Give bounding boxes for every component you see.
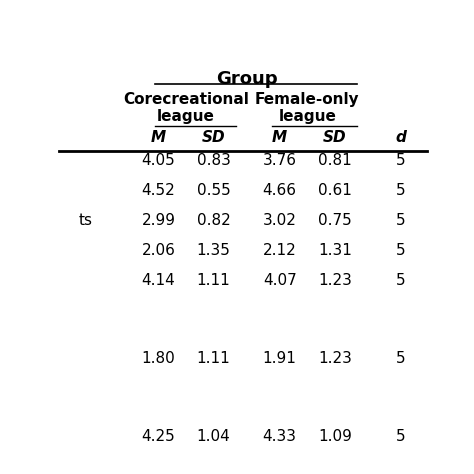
Text: Corecreational
league: Corecreational league <box>123 91 249 124</box>
Text: ts: ts <box>78 213 92 228</box>
Text: 4.33: 4.33 <box>263 429 297 444</box>
Text: SD: SD <box>202 130 225 145</box>
Text: Group: Group <box>216 70 277 88</box>
Text: 4.66: 4.66 <box>263 183 297 198</box>
Text: d: d <box>395 130 406 145</box>
Text: 3.76: 3.76 <box>263 154 297 168</box>
Text: 2.12: 2.12 <box>263 243 297 258</box>
Text: 5: 5 <box>396 273 406 288</box>
Text: 0.75: 0.75 <box>318 213 352 228</box>
Text: 1.11: 1.11 <box>197 351 230 366</box>
Text: 5: 5 <box>396 243 406 258</box>
Text: Female-only
league: Female-only league <box>255 91 359 124</box>
Text: M: M <box>151 130 166 145</box>
Text: 0.81: 0.81 <box>318 154 352 168</box>
Text: 1.91: 1.91 <box>263 351 297 366</box>
Text: 1.35: 1.35 <box>197 243 230 258</box>
Text: 4.05: 4.05 <box>142 154 175 168</box>
Text: 2.99: 2.99 <box>141 213 175 228</box>
Text: 0.61: 0.61 <box>318 183 352 198</box>
Text: 1.80: 1.80 <box>142 351 175 366</box>
Text: 0.83: 0.83 <box>197 154 230 168</box>
Text: 1.23: 1.23 <box>318 273 352 288</box>
Text: 4.25: 4.25 <box>142 429 175 444</box>
Text: 1.11: 1.11 <box>197 273 230 288</box>
Text: 1.09: 1.09 <box>318 429 352 444</box>
Text: M: M <box>272 130 287 145</box>
Text: 3.02: 3.02 <box>263 213 297 228</box>
Text: 5: 5 <box>396 351 406 366</box>
Text: 0.55: 0.55 <box>197 183 230 198</box>
Text: 4.52: 4.52 <box>142 183 175 198</box>
Text: 4.07: 4.07 <box>263 273 297 288</box>
Text: 5: 5 <box>396 154 406 168</box>
Text: 1.04: 1.04 <box>197 429 230 444</box>
Text: 0.82: 0.82 <box>197 213 230 228</box>
Text: 1.23: 1.23 <box>318 351 352 366</box>
Text: 2.06: 2.06 <box>142 243 175 258</box>
Text: 5: 5 <box>396 183 406 198</box>
Text: 1.31: 1.31 <box>318 243 352 258</box>
Text: SD: SD <box>323 130 346 145</box>
Text: 5: 5 <box>396 213 406 228</box>
Text: 4.14: 4.14 <box>142 273 175 288</box>
Text: 5: 5 <box>396 429 406 444</box>
